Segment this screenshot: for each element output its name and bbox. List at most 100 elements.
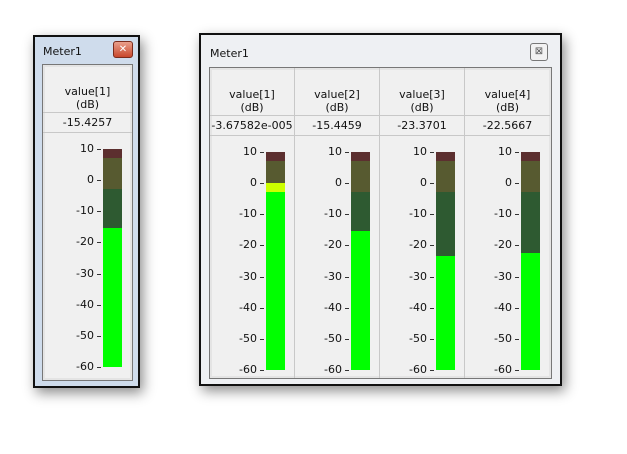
meter-value: -15.4459 (295, 115, 379, 136)
meter-value: -3.67582e-005 (210, 115, 294, 136)
tick-mark (345, 370, 349, 371)
meter-label: value[1] (64, 85, 111, 98)
tick-label: -40 (239, 300, 257, 314)
tick-mark (260, 152, 264, 153)
meter-level-green (266, 192, 285, 370)
tick-mark (430, 307, 434, 309)
tick-mark (97, 180, 101, 182)
tick-mark (345, 338, 349, 340)
tick-label: -40 (409, 300, 427, 314)
tick-label: 10 (243, 145, 257, 158)
meter-column: value[3] (dB) -23.3701 10 0 -10 -20 -30 -40 -50 -6… (380, 68, 465, 378)
tick-label: 10 (80, 142, 94, 155)
meter-unit: (dB) (75, 98, 100, 111)
meter-column: value[1] (dB) -15.4257 10 0 -10 -20 -30 -40 -50 -6… (43, 65, 132, 380)
meter-zone-red (521, 152, 540, 162)
tick-mark (345, 183, 349, 185)
tick-mark (430, 152, 434, 153)
tick-mark (515, 183, 519, 185)
tick-mark (260, 245, 264, 247)
tick-label: -10 (324, 207, 342, 221)
tick-label: -60 (324, 363, 342, 376)
window-title: Meter1 (43, 45, 82, 58)
tick-label: 0 (505, 176, 512, 190)
meter-level-green (351, 231, 370, 370)
tick-label: -20 (494, 238, 512, 252)
close-icon[interactable]: ⊠ (530, 43, 548, 61)
meter-zone-red (436, 152, 455, 162)
tick-label: -30 (494, 269, 512, 283)
meter-zone-red (103, 149, 122, 159)
meter-panel: value[1] (dB) -3.67582e-005 10 0 -10 -20 -30 -40… (209, 67, 552, 379)
tick-mark (430, 338, 434, 340)
tick-mark (260, 276, 264, 278)
tick-mark (97, 211, 101, 213)
tick-label: -10 (239, 207, 257, 221)
tick-mark (260, 307, 264, 309)
tick-label: -20 (76, 235, 94, 249)
tick-label: -60 (76, 360, 94, 373)
tick-label: 0 (87, 173, 94, 187)
tick-label: -50 (409, 331, 427, 345)
tick-mark (260, 183, 264, 185)
tick-mark (97, 149, 101, 150)
meter-window-small: Meter1 ✕ value[1] (dB) -15.4257 10 0 -10 -20 -3… (33, 35, 140, 388)
tick-mark (430, 183, 434, 185)
meter-zone-yellow (436, 161, 455, 193)
meter-zone-yellow (103, 158, 122, 190)
tick-label: -60 (239, 363, 257, 376)
tick-mark (515, 152, 519, 153)
tick-mark (515, 214, 519, 216)
meter-column: value[4] (dB) -22.5667 10 0 -10 -20 -30 -40 -50 -6… (465, 68, 550, 378)
tick-mark (97, 242, 101, 244)
tick-mark (515, 276, 519, 278)
tick-label: -30 (409, 269, 427, 283)
tick-mark (345, 276, 349, 278)
tick-mark (97, 367, 101, 368)
meter-window-large: Meter1 ⊠ value[1] (dB) -3.67582e-005 10 0 -10… (199, 33, 562, 386)
close-icon[interactable]: ✕ (113, 41, 133, 58)
tick-label: -40 (76, 297, 94, 311)
meter-level-green (521, 253, 540, 370)
meter-label: value[4] (484, 88, 531, 101)
tick-mark (430, 214, 434, 216)
tick-label: 10 (498, 145, 512, 158)
tick-mark (515, 338, 519, 340)
meter-level-green (436, 255, 455, 370)
tick-mark (260, 214, 264, 216)
tick-label: 10 (413, 145, 427, 158)
tick-label: 0 (335, 176, 342, 190)
tick-label: -20 (239, 238, 257, 252)
meter-label: value[3] (399, 88, 445, 101)
tick-label: -20 (409, 238, 427, 252)
meter-value: -15.4257 (43, 112, 132, 133)
tick-label: -10 (494, 207, 512, 221)
tick-label: -10 (409, 207, 427, 221)
tick-label: -50 (76, 328, 94, 342)
tick-label: 0 (420, 176, 427, 190)
meter-column: value[2] (dB) -15.4459 10 0 -10 -20 -30 -40 -50 -6… (295, 68, 380, 378)
meter-label: value[1] (229, 88, 275, 101)
tick-label: -50 (324, 331, 342, 345)
tick-label: -50 (239, 331, 257, 345)
meter-column: value[1] (dB) -3.67582e-005 10 0 -10 -20 -30 -40… (210, 68, 295, 378)
meter-panel: value[1] (dB) -15.4257 10 0 -10 -20 -30 -40 -50 -6… (42, 64, 133, 381)
tick-mark (515, 307, 519, 309)
tick-mark (345, 152, 349, 153)
tick-mark (430, 276, 434, 278)
meter-unit: (dB) (325, 101, 349, 114)
tick-label: -30 (324, 269, 342, 283)
tick-label: -30 (76, 266, 94, 280)
tick-label: -20 (324, 238, 342, 252)
tick-label: -60 (494, 363, 512, 376)
meter-level-green (103, 228, 122, 367)
meter-unit: (dB) (410, 101, 434, 114)
tick-label: -40 (324, 300, 342, 314)
tick-mark (260, 370, 264, 371)
tick-label: -30 (239, 269, 257, 283)
meter-unit: (dB) (495, 101, 520, 114)
tick-mark (97, 273, 101, 275)
tick-label: 0 (250, 176, 257, 190)
meter-zone-red (351, 152, 370, 162)
tick-mark (430, 245, 434, 247)
